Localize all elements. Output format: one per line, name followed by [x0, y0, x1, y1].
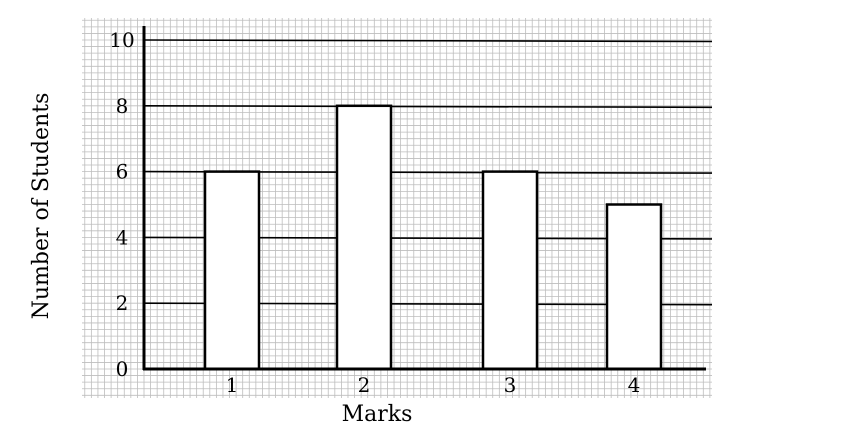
y-tick-label: 4: [116, 225, 129, 249]
bars: [203, 104, 663, 371]
y-tick-label: 0: [116, 357, 129, 381]
y-tick-label: 10: [109, 28, 134, 52]
x-axis-title: Marks: [342, 402, 413, 427]
bar-3: [481, 170, 539, 371]
x-tick-label: 3: [504, 373, 517, 397]
y-axis-title: Number of Students: [29, 93, 54, 320]
bar-2: [335, 104, 393, 371]
bar-1: [203, 170, 261, 371]
y-tick-label: 2: [116, 291, 129, 315]
bar-4: [605, 203, 663, 371]
y-tick-label: 6: [116, 160, 129, 184]
y-tick-label: 8: [116, 94, 129, 118]
y-tick-labels: 0 2 4 6 8 10: [109, 28, 134, 381]
x-tick-label: 4: [628, 373, 641, 397]
x-tick-label: 1: [226, 373, 239, 397]
x-tick-label: 2: [358, 373, 371, 397]
major-grid-line: [143, 105, 713, 109]
major-grid-line: [143, 39, 713, 43]
x-tick-labels: 1 2 3 4: [226, 373, 641, 397]
